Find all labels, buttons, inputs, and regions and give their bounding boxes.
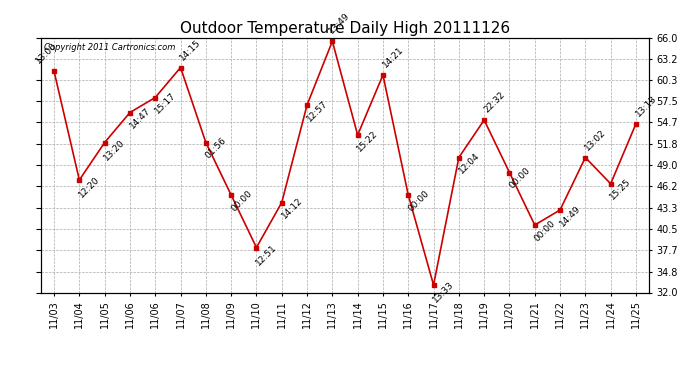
- Text: 13:49: 13:49: [327, 11, 352, 36]
- Text: 12:20: 12:20: [77, 175, 101, 200]
- Text: 13:00: 13:00: [34, 41, 59, 66]
- Text: 12:57: 12:57: [305, 99, 329, 123]
- Text: 12:04: 12:04: [457, 151, 481, 176]
- Text: 13:20: 13:20: [102, 137, 127, 162]
- Text: 13:13: 13:13: [633, 93, 658, 118]
- Text: 00:00: 00:00: [507, 166, 532, 190]
- Text: 14:12: 14:12: [279, 196, 304, 220]
- Text: 12:51: 12:51: [254, 242, 279, 267]
- Text: 14:21: 14:21: [381, 45, 405, 69]
- Text: 15:25: 15:25: [609, 177, 633, 202]
- Text: 00:00: 00:00: [533, 218, 558, 243]
- Text: 14:47: 14:47: [128, 106, 152, 130]
- Text: 00:00: 00:00: [229, 188, 254, 213]
- Text: 15:22: 15:22: [355, 129, 380, 153]
- Title: Outdoor Temperature Daily High 20111126: Outdoor Temperature Daily High 20111126: [180, 21, 510, 36]
- Text: Copyright 2011 Cartronics.com: Copyright 2011 Cartronics.com: [44, 43, 176, 52]
- Text: 13:33: 13:33: [431, 280, 456, 304]
- Text: 14:15: 14:15: [178, 38, 203, 62]
- Text: 22:32: 22:32: [482, 90, 506, 114]
- Text: 13:02: 13:02: [583, 128, 608, 152]
- Text: 00:00: 00:00: [406, 188, 431, 213]
- Text: 01:56: 01:56: [204, 136, 228, 160]
- Text: 15:17: 15:17: [153, 91, 178, 116]
- Text: 14:49: 14:49: [558, 204, 582, 228]
